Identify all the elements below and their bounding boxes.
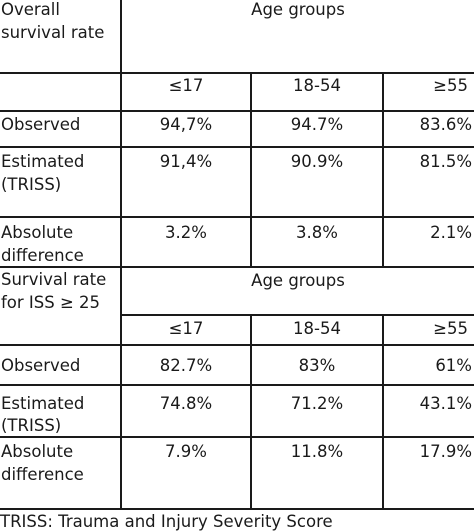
section-title-line: survival rate <box>1 23 105 42</box>
table-footnote: TRISS: Trauma and Injury Severity Score <box>0 512 333 531</box>
age-label: ≤17 <box>168 76 204 95</box>
table-cell: 2.1% <box>430 223 472 242</box>
table-cell: 3.8% <box>296 223 338 242</box>
table-cell: 61% <box>435 356 472 375</box>
table-cell: 74.8% <box>159 394 213 413</box>
row-label: Estimated <box>1 394 85 413</box>
section-title-line: Survival rate <box>1 270 107 289</box>
rule <box>122 314 474 316</box>
table-cell: 90.9% <box>290 152 344 171</box>
table-cell: 82.7% <box>159 356 213 375</box>
table-cell: 94.7% <box>290 115 344 134</box>
table-cell: 91,4% <box>159 152 213 171</box>
rule <box>382 314 384 510</box>
row-label: (TRISS) <box>1 175 62 194</box>
table-cell: 83% <box>298 356 336 375</box>
table-cell: 81.5% <box>419 152 472 171</box>
rule <box>250 72 252 266</box>
age-label: 18-54 <box>293 319 341 338</box>
table-cell: 17.9% <box>419 442 472 461</box>
table-cell: 7.9% <box>165 442 207 461</box>
rule <box>0 146 474 148</box>
row-label: Estimated <box>1 152 85 171</box>
row-label: Absolute <box>1 442 74 461</box>
row-label: Observed <box>1 356 81 375</box>
rule <box>0 344 474 346</box>
row-label: difference <box>1 465 84 484</box>
row-label: (TRISS) <box>1 416 62 435</box>
rule <box>0 384 474 386</box>
section-title-line: Overall <box>1 0 60 19</box>
age-label: ≤17 <box>168 319 204 338</box>
age-label: ≥55 <box>433 319 468 338</box>
table-cell: 71.2% <box>290 394 344 413</box>
rule <box>120 0 122 510</box>
table-cell: 83.6% <box>419 115 472 134</box>
rule <box>0 72 474 74</box>
group-header: Age groups <box>251 0 345 19</box>
table-cell: 43.1% <box>419 394 472 413</box>
section-title-line: for ISS ≥ 25 <box>1 293 101 312</box>
row-label: Observed <box>1 115 81 134</box>
table-cell: 94,7% <box>159 115 213 134</box>
row-label: difference <box>1 246 84 265</box>
rule <box>0 216 474 218</box>
table-cell: 3.2% <box>165 223 207 242</box>
rule <box>0 110 474 112</box>
rule <box>0 436 474 438</box>
rule <box>0 508 474 510</box>
group-header: Age groups <box>251 271 345 290</box>
rule <box>0 266 474 268</box>
age-label: ≥55 <box>433 76 468 95</box>
rule <box>250 314 252 510</box>
row-label: Absolute <box>1 223 74 242</box>
table-cell: 11.8% <box>290 442 344 461</box>
age-label: 18-54 <box>293 76 341 95</box>
rule <box>382 72 384 266</box>
